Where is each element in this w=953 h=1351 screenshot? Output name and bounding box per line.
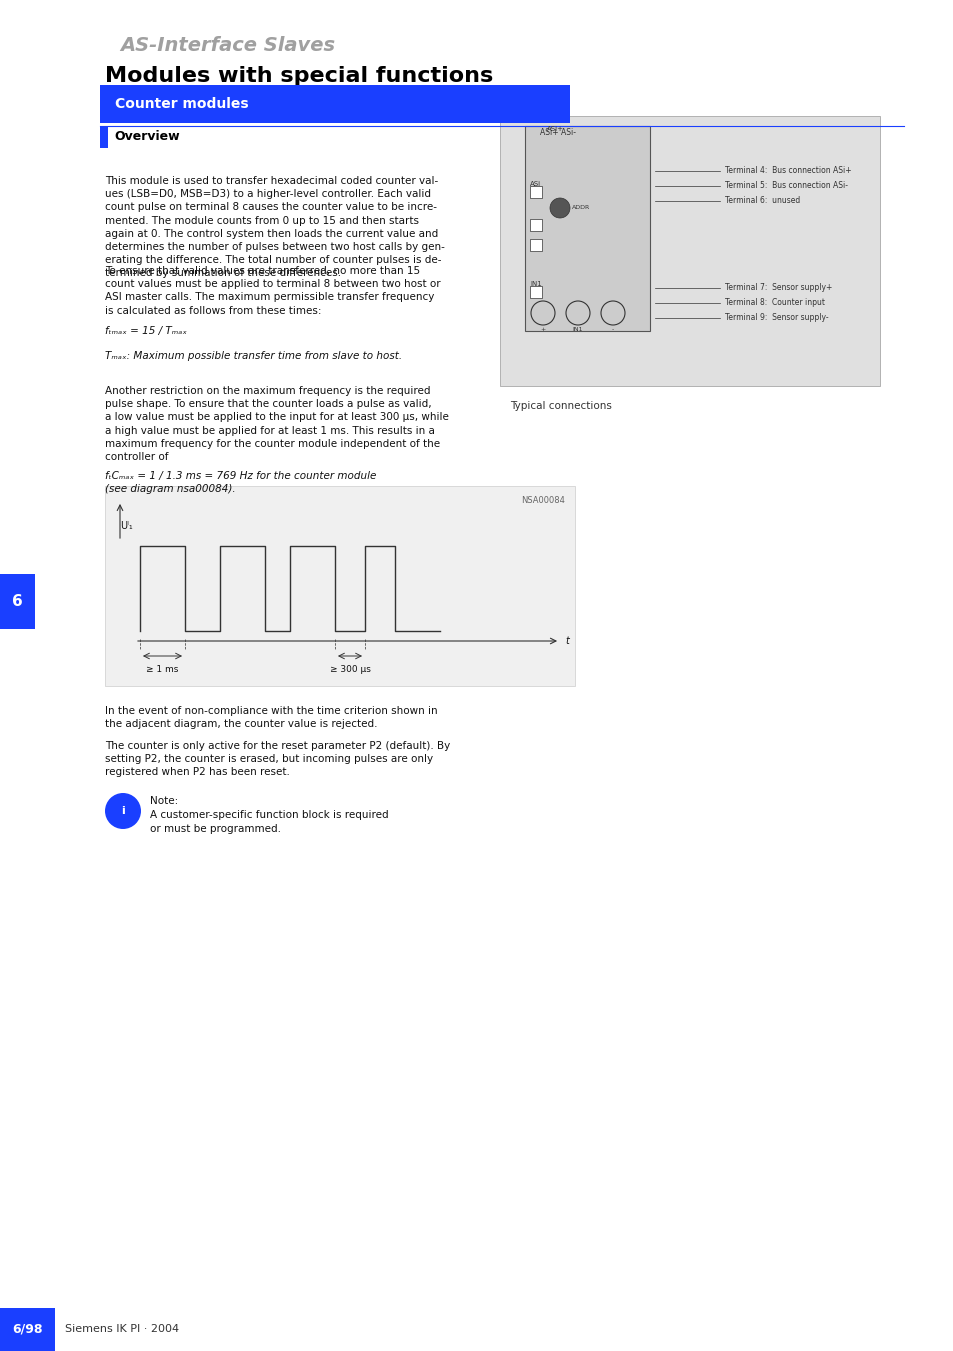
Text: Tₘₐₓ: Maximum possible transfer time from slave to host.: Tₘₐₓ: Maximum possible transfer time fro… xyxy=(105,351,402,361)
Text: ≥ 1 ms: ≥ 1 ms xyxy=(146,665,178,674)
Bar xyxy=(100,126,108,149)
Bar xyxy=(0,574,35,628)
Circle shape xyxy=(105,793,141,830)
Text: Overview: Overview xyxy=(113,131,179,143)
Text: 6/98: 6/98 xyxy=(12,1323,43,1336)
Text: t: t xyxy=(564,636,568,646)
Text: Terminal 9:  Sensor supply-: Terminal 9: Sensor supply- xyxy=(724,313,828,323)
Text: -: - xyxy=(611,327,614,332)
Text: ASi+: ASi+ xyxy=(546,126,563,132)
Bar xyxy=(100,85,569,123)
Bar xyxy=(530,219,541,231)
Text: ASi: ASi xyxy=(530,181,540,186)
Text: ADDR: ADDR xyxy=(572,205,590,211)
Text: Typical connections: Typical connections xyxy=(510,401,611,411)
Bar xyxy=(524,126,649,331)
Text: To ensure that valid values are transferred, no more than 15
count values must b: To ensure that valid values are transfer… xyxy=(105,266,440,316)
Text: Terminal 7:  Sensor supply+: Terminal 7: Sensor supply+ xyxy=(724,284,832,293)
Text: IN1: IN1 xyxy=(530,281,541,286)
Bar xyxy=(530,286,541,299)
Text: fₜₘₐₓ = 15 / Tₘₐₓ: fₜₘₐₓ = 15 / Tₘₐₓ xyxy=(105,326,187,336)
Text: Siemens IK PI · 2004: Siemens IK PI · 2004 xyxy=(65,1324,179,1335)
Text: Another restriction on the maximum frequency is the required
pulse shape. To ens: Another restriction on the maximum frequ… xyxy=(105,386,449,462)
Text: 6: 6 xyxy=(12,593,23,608)
Text: Terminal 8:  Counter input: Terminal 8: Counter input xyxy=(724,299,824,308)
Bar xyxy=(530,239,541,251)
Bar xyxy=(0,1308,55,1351)
Text: Counter modules: Counter modules xyxy=(115,97,249,111)
Text: +: + xyxy=(539,327,545,332)
Circle shape xyxy=(550,199,569,218)
Text: Modules with special functions: Modules with special functions xyxy=(105,66,493,86)
Text: This module is used to transfer hexadecimal coded counter val-
ues (LSB=D0, MSB=: This module is used to transfer hexadeci… xyxy=(105,176,444,278)
Text: Uᴵ₁: Uᴵ₁ xyxy=(120,521,132,531)
Text: fₜCₘₐₓ = 1 / 1.3 ms = 769 Hz for the counter module
(see diagram nsa00084).: fₜCₘₐₓ = 1 / 1.3 ms = 769 Hz for the cou… xyxy=(105,471,376,494)
Text: In the event of non-compliance with the time criterion shown in
the adjacent dia: In the event of non-compliance with the … xyxy=(105,707,437,730)
Text: NSA00084: NSA00084 xyxy=(520,496,564,505)
Bar xyxy=(499,116,879,386)
Bar xyxy=(530,186,541,199)
Text: AS-Interface Slaves: AS-Interface Slaves xyxy=(120,36,335,55)
Text: Terminal 4:  Bus connection ASi+: Terminal 4: Bus connection ASi+ xyxy=(724,166,851,176)
Text: The counter is only active for the reset parameter P2 (default). By
setting P2, : The counter is only active for the reset… xyxy=(105,740,450,777)
Text: Terminal 5:  Bus connection ASi-: Terminal 5: Bus connection ASi- xyxy=(724,181,847,190)
Text: ≥ 300 μs: ≥ 300 μs xyxy=(329,665,370,674)
Text: Note:
A customer-specific function block is required
or must be programmed.: Note: A customer-specific function block… xyxy=(150,796,388,834)
Text: ASi+ ASi-: ASi+ ASi- xyxy=(539,128,576,136)
Text: IN1: IN1 xyxy=(572,327,582,332)
Text: i: i xyxy=(121,807,125,816)
Text: Terminal 6:  unused: Terminal 6: unused xyxy=(724,196,800,205)
Bar xyxy=(105,486,575,686)
